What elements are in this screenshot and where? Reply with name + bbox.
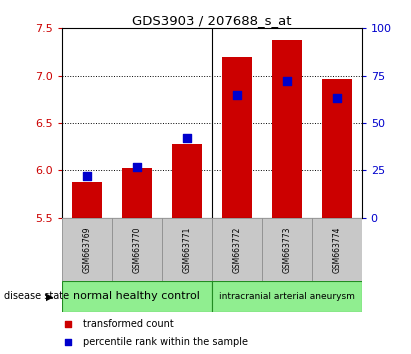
Text: GSM663773: GSM663773	[282, 226, 291, 273]
Point	[333, 96, 340, 101]
Bar	[212, 218, 262, 281]
Bar	[122, 169, 152, 218]
Text: GSM663769: GSM663769	[82, 226, 91, 273]
Point	[133, 164, 140, 170]
Text: GSM663774: GSM663774	[332, 226, 341, 273]
Point	[183, 135, 190, 141]
Bar	[72, 182, 102, 218]
Text: intracranial arterial aneurysm: intracranial arterial aneurysm	[219, 292, 355, 301]
Point	[65, 339, 71, 344]
Text: GSM663772: GSM663772	[232, 226, 241, 273]
Text: transformed count: transformed count	[83, 319, 173, 329]
Bar	[212, 281, 362, 312]
Point	[283, 79, 290, 84]
Point	[233, 92, 240, 97]
Text: normal healthy control: normal healthy control	[73, 291, 200, 302]
Text: GSM663770: GSM663770	[132, 226, 141, 273]
Text: GSM663771: GSM663771	[182, 226, 191, 273]
Bar	[222, 57, 252, 218]
Bar	[272, 40, 302, 218]
Bar	[112, 218, 162, 281]
Text: ▶: ▶	[46, 291, 53, 302]
Bar	[262, 218, 312, 281]
Bar	[172, 144, 202, 218]
Text: percentile rank within the sample: percentile rank within the sample	[83, 337, 248, 347]
Title: GDS3903 / 207688_s_at: GDS3903 / 207688_s_at	[132, 14, 291, 27]
Point	[65, 321, 71, 327]
Bar	[62, 218, 112, 281]
Bar	[162, 218, 212, 281]
Bar	[312, 218, 362, 281]
Point	[83, 173, 90, 179]
Bar	[322, 79, 352, 218]
Bar	[62, 281, 212, 312]
Text: disease state: disease state	[4, 291, 69, 302]
